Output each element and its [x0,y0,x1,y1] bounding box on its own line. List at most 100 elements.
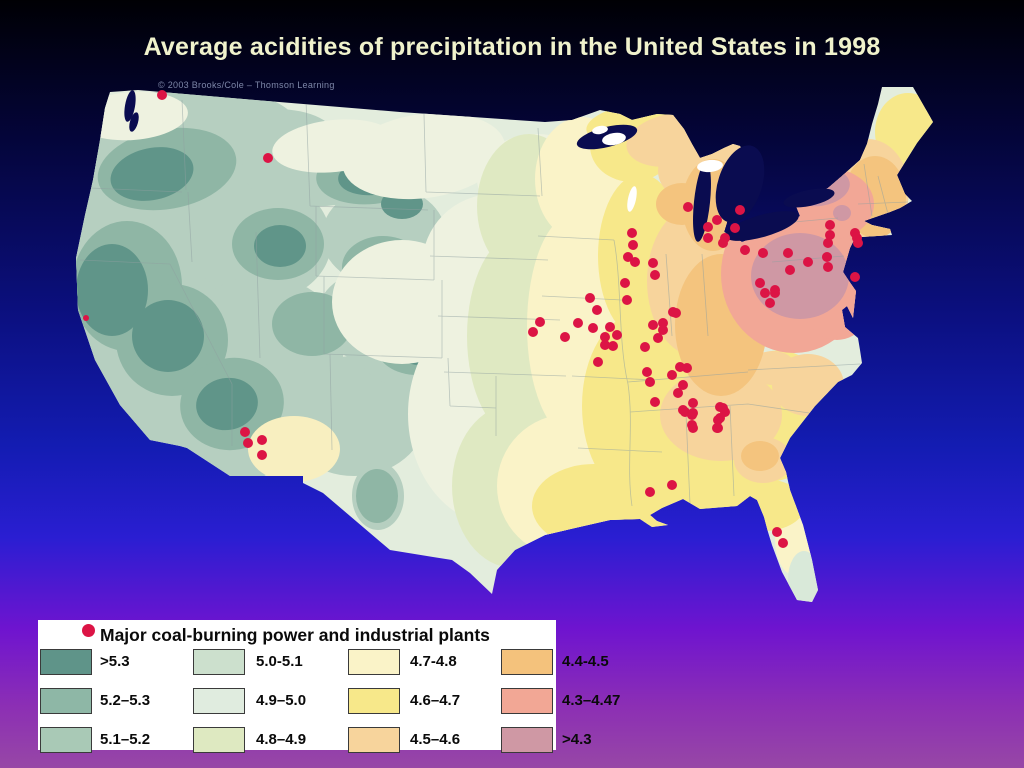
plant-marker [588,323,598,333]
lake-water [693,162,711,242]
plant-marker [718,238,728,248]
plant-marker [758,248,768,258]
plant-marker [688,408,698,418]
plant-marker [658,325,668,335]
legend-swatch [40,727,92,753]
lake-water [783,188,835,208]
legend-header-label: Major coal-burning power and industrial … [100,625,490,645]
legend-swatch [193,688,245,714]
plant-marker [853,238,863,248]
plant-marker [620,278,630,288]
legend-label: 4.6–4.7 [410,692,461,709]
legend-swatch [40,649,92,675]
plant-marker-icon [82,624,95,637]
legend-label: 5.0-5.1 [256,653,303,670]
plant-marker [573,318,583,328]
plant-marker [658,318,668,328]
plant-marker [600,332,610,342]
lake-patch [627,186,637,212]
plant-marker [650,397,660,407]
legend-label: 4.7-4.8 [410,653,457,670]
legend-label: 4.3–4.47 [562,692,621,709]
plant-marker [667,480,677,490]
plant-marker [678,405,688,415]
plant-marker [592,305,602,315]
ph-region-blob [254,225,306,267]
plant-marker [642,367,652,377]
power-plant-markers [83,90,863,548]
ph-region-blob [356,469,398,523]
legend-label: 4.9–5.0 [256,692,307,709]
legend-label: >4.3 [562,731,592,748]
us-precipitation-map [76,87,933,602]
ph-region-blob [772,354,844,416]
legend-label: >5.3 [100,653,130,670]
plant-marker [605,322,615,332]
plant-marker [83,315,89,321]
lake-water [715,145,765,223]
ph-region-layer [76,87,933,602]
ph-region-blob [788,551,820,602]
plant-marker [735,205,745,215]
lake-patch [602,132,626,146]
plant-marker [535,317,545,327]
legend-label: 4.5–4.6 [410,731,461,748]
ph-region-blob [248,416,340,482]
ph-region-blob [342,112,506,200]
plant-marker [778,538,788,548]
plant-marker [600,340,610,350]
lake-water [124,90,136,122]
plant-marker [770,288,780,298]
legend-swatch [348,688,400,714]
ph-region-blob [833,205,851,221]
plant-marker [263,153,273,163]
ph-region-blob [132,300,204,372]
plant-marker [630,257,640,267]
plant-marker [740,245,750,255]
legend-label: 4.8–4.9 [256,731,307,748]
plant-marker [240,427,250,437]
plant-marker [648,258,658,268]
legend-label: 5.2–5.3 [100,692,151,709]
plant-marker [825,230,835,240]
small-lake-patches [592,125,723,212]
plant-marker [823,238,833,248]
legend-swatch [501,649,553,675]
plant-marker [718,403,728,413]
plant-marker [645,377,655,387]
plant-marker [640,342,650,352]
ph-region-blob [741,441,779,471]
map-credit: © 2003 Brooks/Cole – Thomson Learning [158,80,335,90]
plant-marker [785,265,795,275]
plant-marker [850,272,860,282]
ph-region-blob [272,292,352,356]
ph-region-blob [723,479,805,531]
ph-region-blob [532,464,656,548]
plant-marker [712,215,722,225]
plant-marker [622,295,632,305]
plant-marker [765,298,775,308]
legend-swatch [501,688,553,714]
legend-label: 5.1–5.2 [100,731,151,748]
plant-marker [688,398,698,408]
plant-marker [243,438,253,448]
lake-patch [592,125,608,135]
plant-marker [682,363,692,373]
ph-region-blob [110,147,194,201]
ph-region-blob [76,244,148,336]
slide-title: Average acidities of precipitation in th… [143,33,881,61]
plant-marker [627,228,637,238]
plant-marker [585,293,595,303]
plant-marker [703,222,713,232]
legend-swatch [501,727,553,753]
legend-swatch [40,688,92,714]
plant-marker [560,332,570,342]
plant-marker [822,252,832,262]
legend-background [38,620,556,750]
ph-region-blob [863,456,905,478]
plant-marker [593,357,603,367]
plant-marker [257,435,267,445]
plant-marker [628,240,638,250]
plant-marker [783,248,793,258]
